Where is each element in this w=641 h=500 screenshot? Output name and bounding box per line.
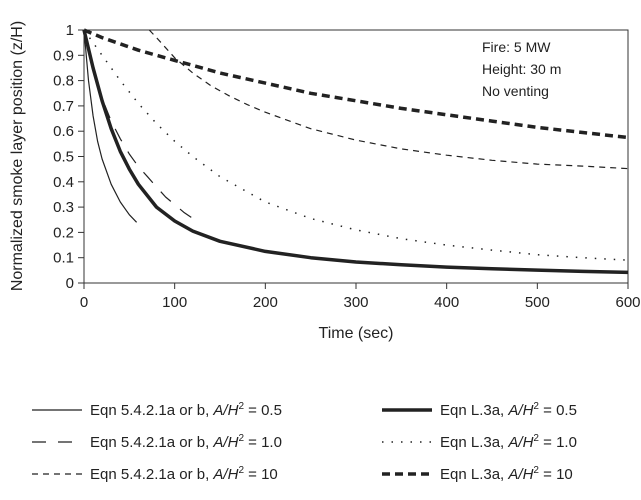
y-axis-title: Normalized smoke layer position (z/H) (9, 21, 26, 291)
x-tick-label: 600 (615, 294, 640, 311)
legend-item-eqnl3a-05: Eqn L.3a, A/H2 = 0.5 (380, 398, 577, 422)
legend-item-eqnl3a-10: Eqn L.3a, A/H2 = 1.0 (380, 430, 577, 454)
y-tick-label: 0.1 (53, 250, 74, 267)
legend: Eqn 5.4.2.1a or b, A/H2 = 0.5 Eqn L.3a, … (0, 390, 641, 500)
annotation-height: Height: 30 m (482, 61, 561, 77)
annotation-venting: No venting (482, 83, 549, 99)
legend-swatch-thick-dash (382, 472, 432, 476)
legend-label: Eqn 5.4.2.1a or b, A/H2 = 1.0 (90, 432, 282, 451)
y-tick-label: 0.5 (53, 149, 74, 166)
series-line-4 (82, 29, 629, 275)
legend-item-eqn54-100: Eqn 5.4.2.1a or b, A/H2 = 10 (30, 462, 278, 486)
legend-label: Eqn L.3a, A/H2 = 1.0 (440, 432, 577, 451)
x-axis-title: Time (sec) (319, 325, 394, 342)
y-tick-label: 0 (66, 275, 74, 292)
series-layer (82, 28, 629, 275)
y-tick-label: 0.9 (53, 47, 74, 64)
y-tick-label: 1 (66, 22, 74, 39)
y-tick-label: 0.3 (53, 199, 74, 216)
series-line-2 (83, 29, 201, 224)
legend-swatch-long-dash (32, 441, 82, 443)
x-tick-label: 0 (80, 294, 88, 311)
legend-item-eqn54-10: Eqn 5.4.2.1a or b, A/H2 = 1.0 (30, 430, 282, 454)
legend-label: Eqn 5.4.2.1a or b, A/H2 = 10 (90, 464, 278, 483)
y-axis: 0 0.1 0.2 0.3 0.4 0.5 0.6 0.7 0.8 0.9 1 (53, 22, 84, 292)
x-tick-label: 400 (434, 294, 459, 311)
y-tick-label: 0.8 (53, 73, 74, 90)
x-tick-label: 100 (162, 294, 187, 311)
legend-label: Eqn 5.4.2.1a or b, A/H2 = 0.5 (90, 400, 282, 419)
series-line-6 (83, 28, 629, 140)
x-tick-label: 500 (525, 294, 550, 311)
x-tick-label: 300 (343, 294, 368, 311)
y-tick-label: 0.6 (53, 123, 74, 140)
annotation-fire: Fire: 5 MW (482, 39, 551, 55)
legend-swatch-thin-solid (32, 409, 82, 411)
x-axis: 0 100 200 300 400 500 600 (80, 283, 641, 311)
legend-label: Eqn L.3a, A/H2 = 0.5 (440, 400, 577, 419)
series-line-1 (83, 29, 138, 223)
y-tick-label: 0.4 (53, 174, 74, 191)
y-tick-label: 0.7 (53, 98, 74, 115)
legend-item-eqnl3a-100: Eqn L.3a, A/H2 = 10 (380, 462, 573, 486)
x-tick-label: 200 (253, 294, 278, 311)
legend-item-eqn54-05: Eqn 5.4.2.1a or b, A/H2 = 0.5 (30, 398, 282, 422)
legend-label: Eqn L.3a, A/H2 = 10 (440, 464, 573, 483)
series-line-3 (148, 29, 629, 170)
legend-swatch-thin-dash (32, 473, 82, 475)
legend-swatch-thick-solid (382, 408, 432, 412)
legend-swatch-dotted (382, 441, 432, 443)
y-tick-label: 0.2 (53, 224, 74, 241)
smoke-layer-chart: 0 0.1 0.2 0.3 0.4 0.5 0.6 0.7 0.8 0.9 1 0 100 200 300… (9, 21, 641, 342)
